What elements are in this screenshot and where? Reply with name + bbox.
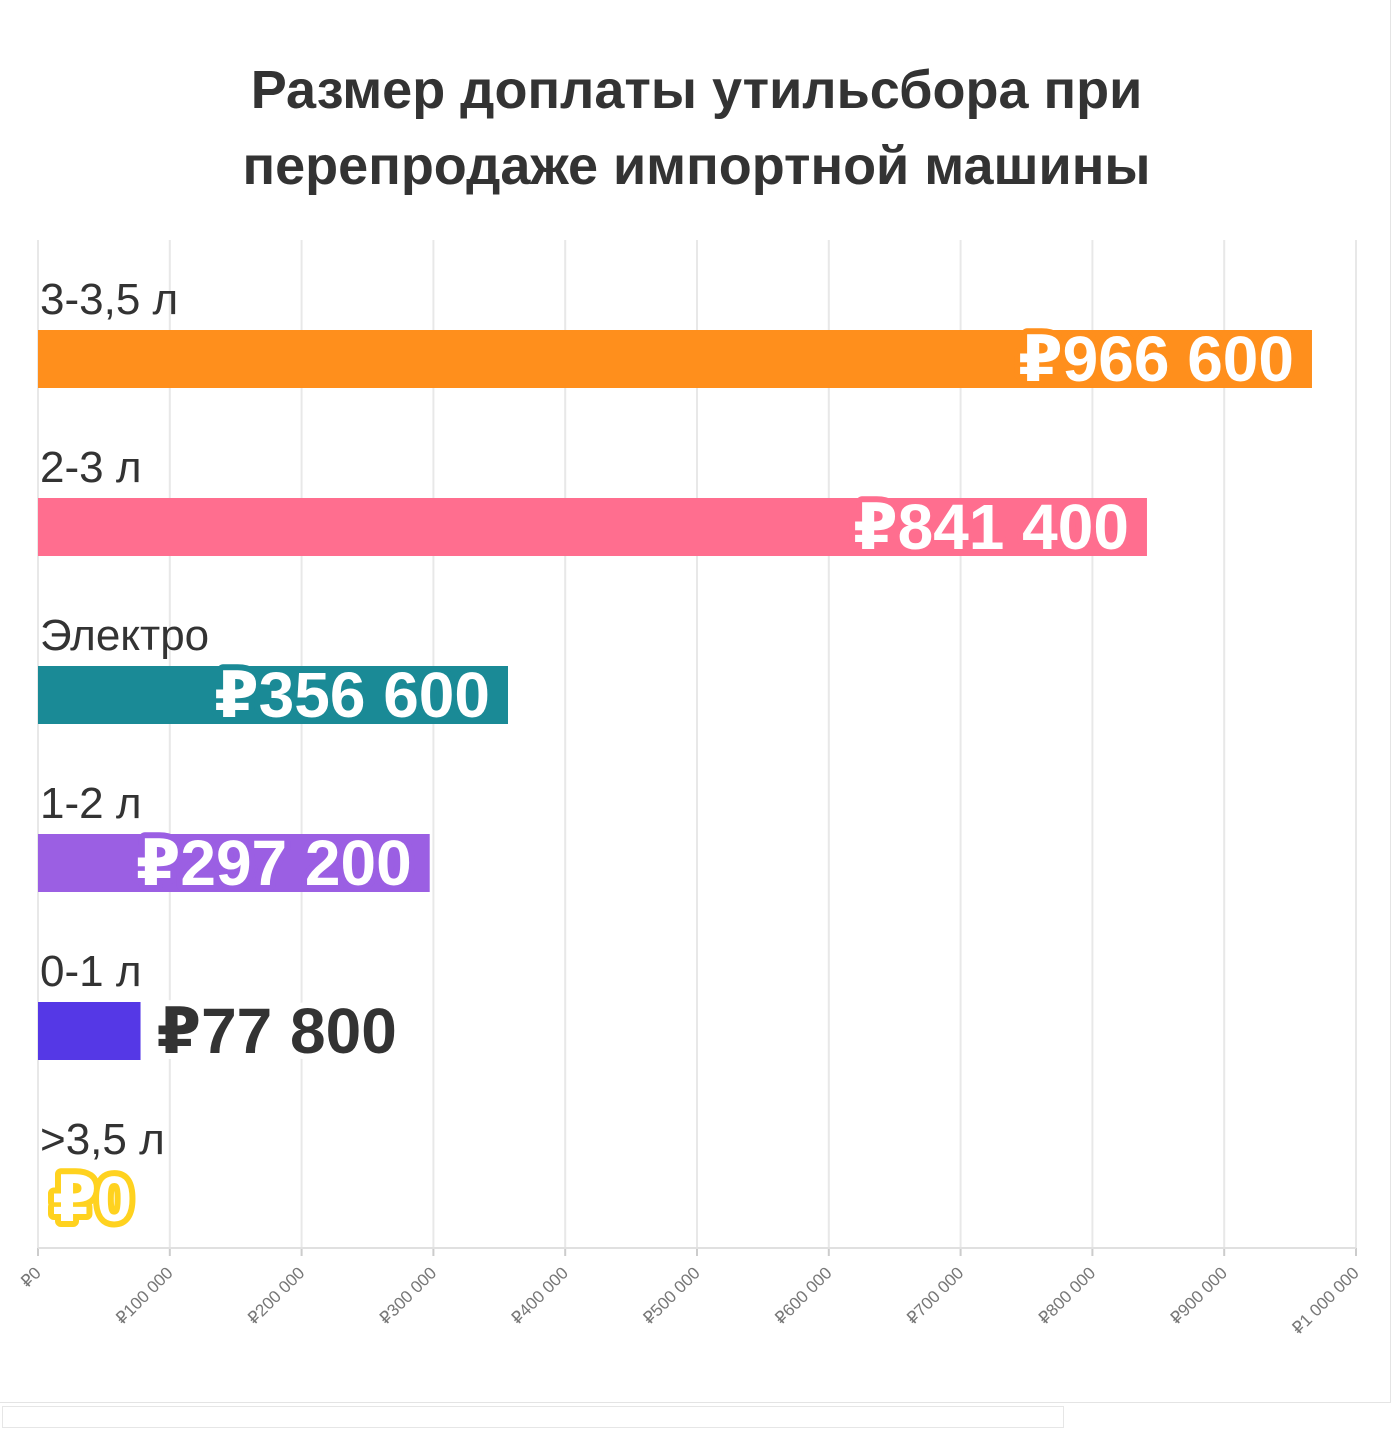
value-label: ₽297 200 [136,827,412,899]
chart-title-line-2: перепродаже импортной машины [242,136,1151,196]
category-label: 0-1 л [40,947,142,996]
x-tick-label: ₽100 000 [112,1263,177,1328]
x-tick-label: ₽800 000 [1035,1263,1100,1328]
category-label: 3-3,5 л [40,275,178,324]
value-label: ₽0 [52,1163,132,1235]
x-tick-label: ₽600 000 [771,1263,836,1328]
x-tick-label: ₽200 000 [244,1263,309,1328]
bar [38,330,1312,388]
category-label: Электро [40,611,209,660]
bar [38,1002,141,1060]
x-tick-label: ₽1 000 000 [1288,1263,1363,1338]
category-label: 2-3 л [40,443,142,492]
bar [38,666,508,724]
chart-title: Размер доплаты утильсбора при перепродаж… [0,52,1393,204]
category-label: >3,5 л [40,1115,165,1164]
x-tick-label: ₽400 000 [507,1263,572,1328]
footer-bar [2,1406,1064,1428]
x-tick-label: ₽300 000 [376,1263,441,1328]
x-tick-label: ₽900 000 [1166,1263,1231,1328]
chart-title-line-1: Размер доплаты утильсбора при [250,60,1143,120]
value-label: ₽77 800 [157,995,397,1067]
bar-chart: ₽0 ₽100 000 ₽200 000 ₽300 000 ₽400 000 ₽500 0… [17,240,1363,1338]
value-label: ₽841 400 [853,491,1129,563]
x-tick-label: ₽0 [17,1263,45,1291]
bar [38,834,430,892]
category-label: 1-2 л [40,779,142,828]
bar [38,498,1147,556]
chart-frame [0,0,1391,1403]
value-label: ₽966 600 [1018,323,1294,395]
x-tick-label: ₽700 000 [903,1263,968,1328]
value-label: ₽356 600 [214,659,490,731]
x-tick-label: ₽500 000 [639,1263,704,1328]
